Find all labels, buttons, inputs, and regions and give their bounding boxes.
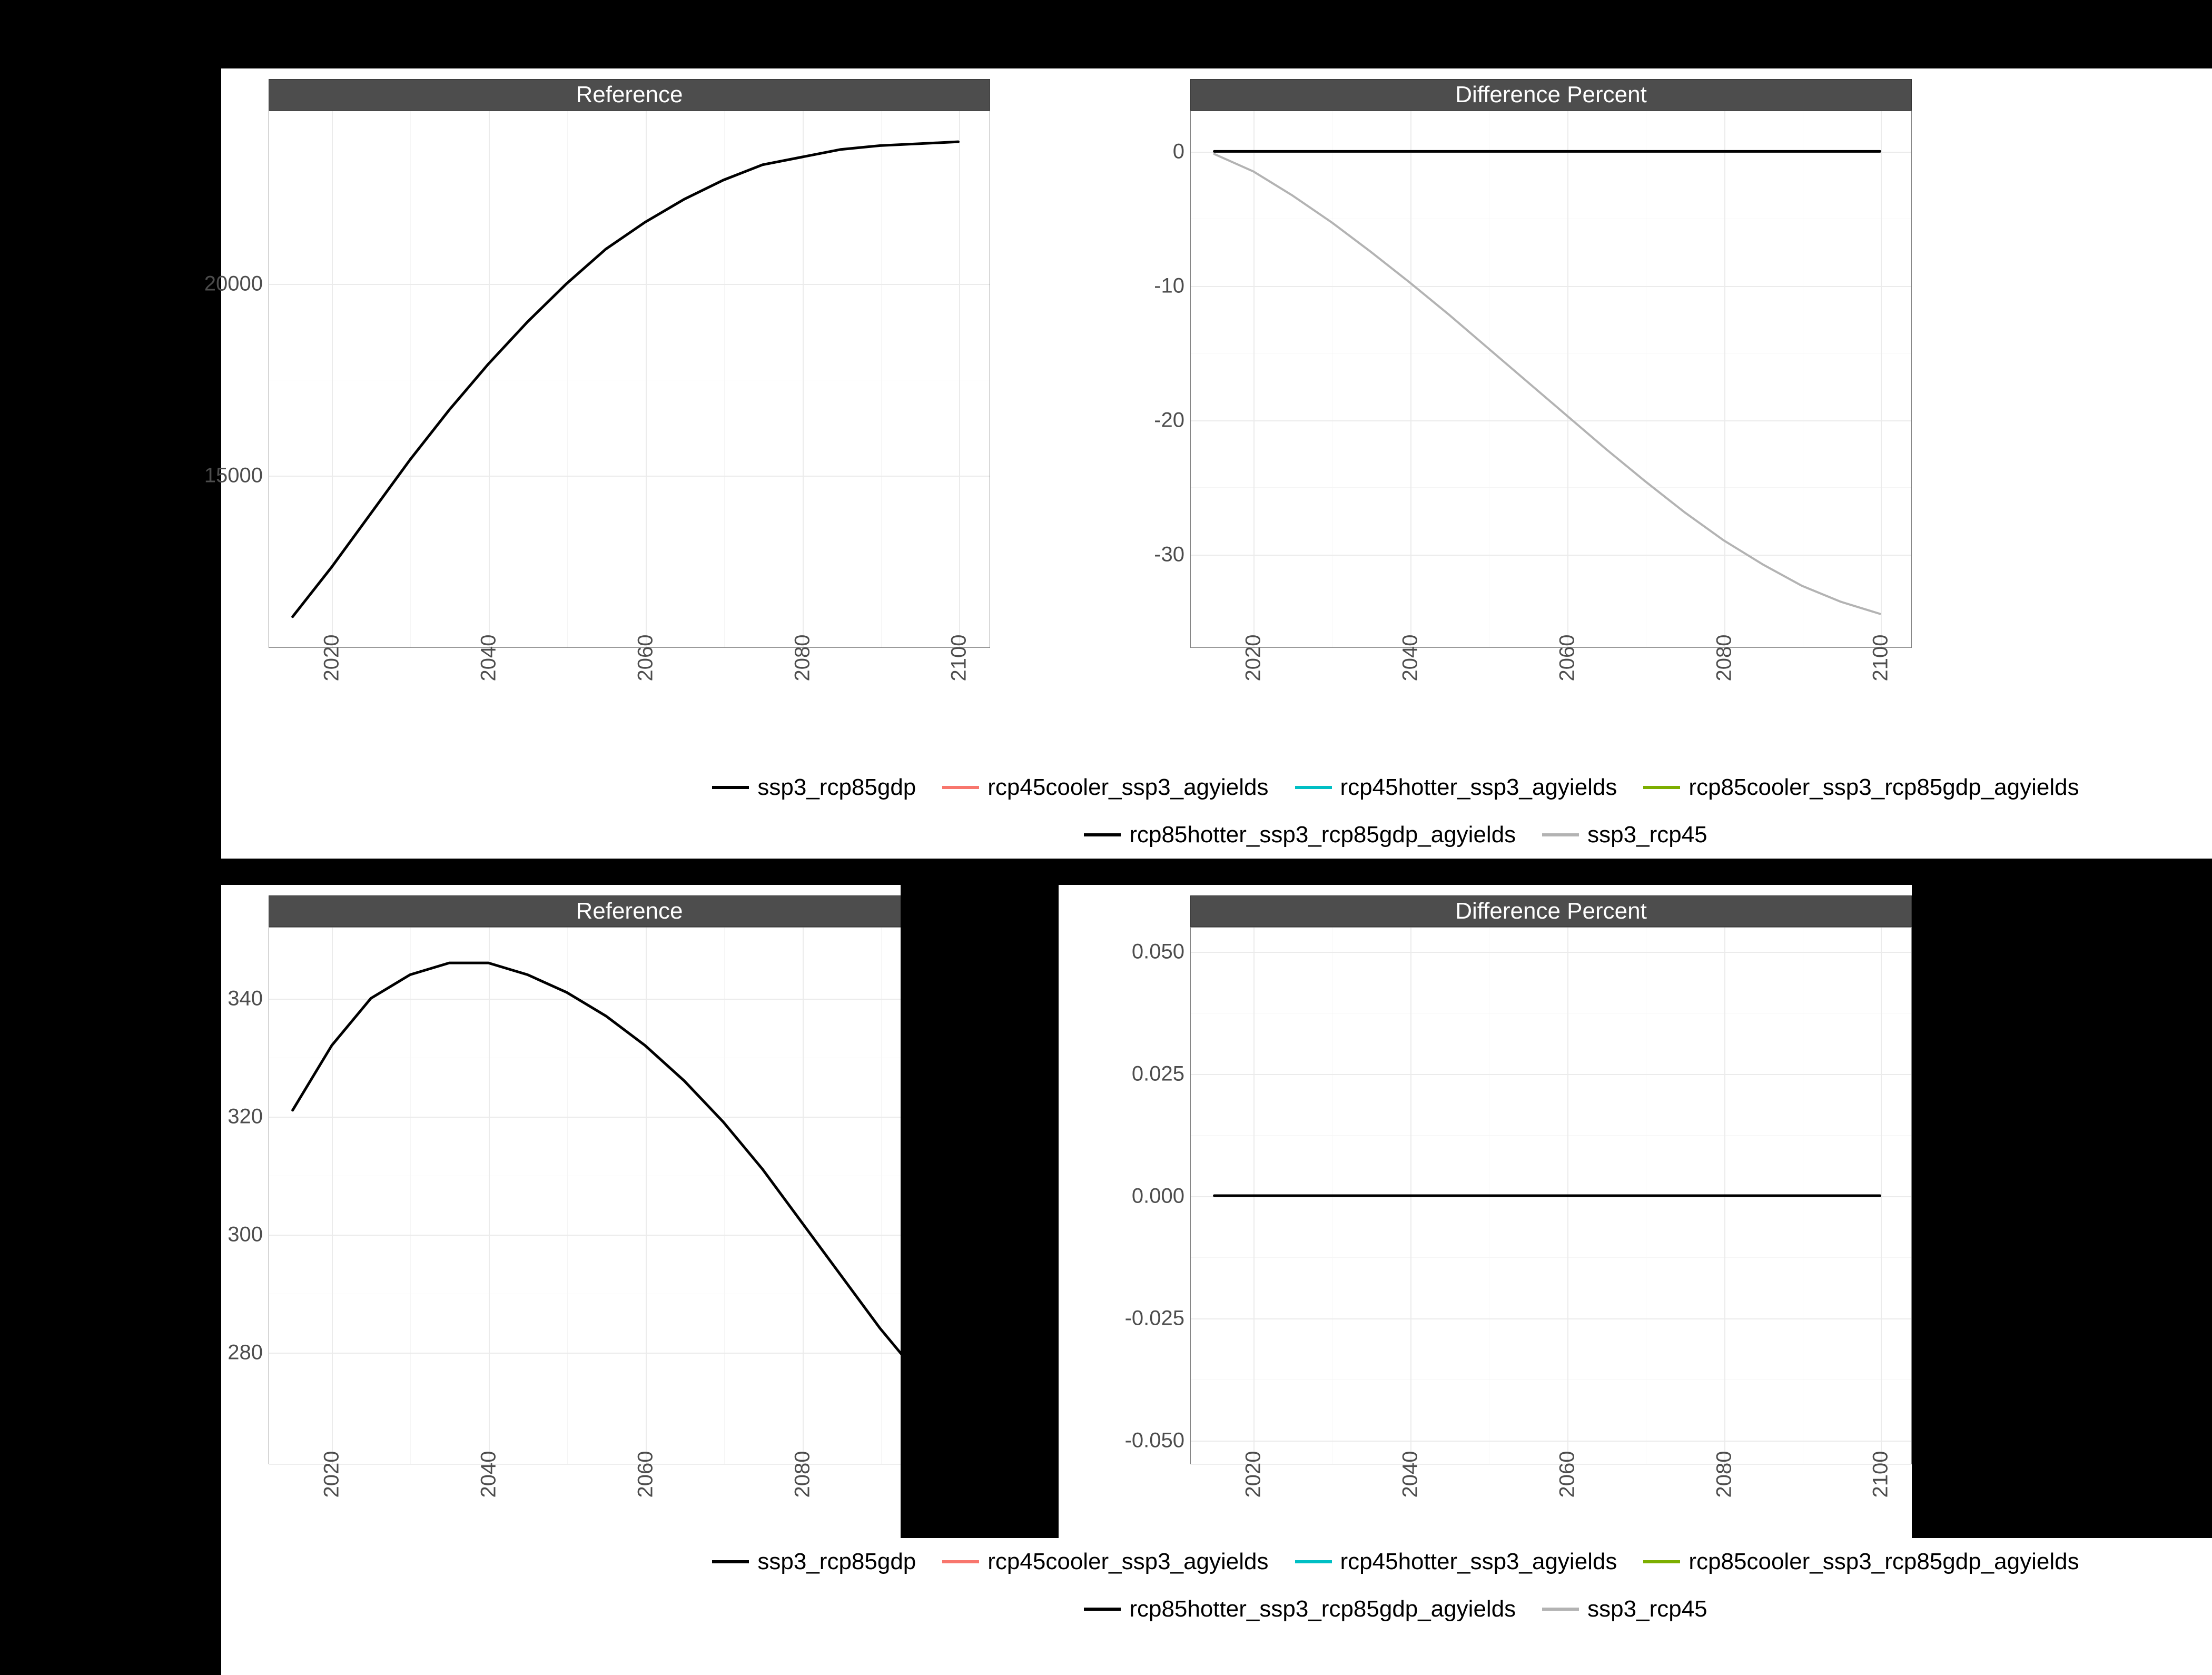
legend-swatch bbox=[712, 1560, 749, 1563]
legend-item-rcp45hotter_ssp3_agyields: rcp45hotter_ssp3_agyields bbox=[1295, 774, 1617, 801]
panel-pop-difference: Difference Percent20202040206020802100-0… bbox=[1190, 895, 1912, 1464]
legend-label: ssp3_rcp45 bbox=[1587, 822, 1707, 848]
row-label-pop: pop bbox=[132, 1161, 163, 1203]
legend-item-ssp3_rcp45: ssp3_rcp45 bbox=[1542, 822, 1707, 848]
series-ssp3_rcp45 bbox=[1214, 154, 1880, 614]
legend-label: ssp3_rcp45 bbox=[1587, 1596, 1707, 1622]
legend-label: ssp3_rcp85gdp bbox=[757, 1549, 916, 1575]
y-tick-label: -0.025 bbox=[1125, 1306, 1184, 1330]
legend-swatch bbox=[1643, 1560, 1680, 1563]
panel-gdp-reference: Reference202020402060208021001500020000 bbox=[269, 79, 990, 648]
y-tick-label: -30 bbox=[1154, 543, 1184, 566]
row-label-gdp: gdp bbox=[132, 344, 163, 387]
y-tick-label: 0 bbox=[1173, 140, 1184, 163]
legend-item-rcp85cooler_ssp3_rcp85gdp_agyields: rcp85cooler_ssp3_rcp85gdp_agyields bbox=[1643, 1549, 2079, 1575]
legend-swatch bbox=[942, 786, 979, 789]
legend-label: ssp3_rcp85gdp bbox=[757, 774, 916, 801]
legend-item-ssp3_rcp85gdp: ssp3_rcp85gdp bbox=[712, 774, 916, 801]
y-tick-label: 300 bbox=[228, 1223, 263, 1246]
y-tick-label: -20 bbox=[1154, 408, 1184, 432]
y-tick-label: 320 bbox=[228, 1105, 263, 1128]
legend-item-ssp3_rcp85gdp: ssp3_rcp85gdp bbox=[712, 1549, 916, 1575]
y-tick-label: 20000 bbox=[204, 272, 263, 295]
legend-item-rcp45cooler_ssp3_agyields: rcp45cooler_ssp3_agyields bbox=[942, 774, 1268, 801]
legend-pop: ssp3_rcp85gdprcp45cooler_ssp3_agyieldsrc… bbox=[579, 1549, 2212, 1622]
legend-swatch bbox=[1643, 786, 1680, 789]
y-tick-label: 0.025 bbox=[1132, 1062, 1184, 1086]
y-tick-label: 15000 bbox=[204, 464, 263, 488]
series-ssp3_rcp85gdp bbox=[293, 963, 959, 1428]
legend-item-rcp85hotter_ssp3_rcp85gdp_agyields: rcp85hotter_ssp3_rcp85gdp_agyields bbox=[1084, 822, 1516, 848]
legend-swatch bbox=[1295, 1560, 1332, 1563]
legend-item-rcp45hotter_ssp3_agyields: rcp45hotter_ssp3_agyields bbox=[1295, 1549, 1617, 1575]
panel-gdp-difference: Difference Percent20202040206020802100-3… bbox=[1190, 79, 1912, 648]
legend-swatch bbox=[1542, 833, 1579, 836]
legend-label: rcp45cooler_ssp3_agyields bbox=[987, 774, 1268, 801]
legend-swatch bbox=[1084, 833, 1121, 836]
plot-area: 202020402060208021001500020000 bbox=[269, 111, 990, 648]
legend-swatch bbox=[1295, 786, 1332, 789]
plot-area: 20202040206020802100-0.050-0.0250.0000.0… bbox=[1190, 927, 1912, 1464]
legend-label: rcp45hotter_ssp3_agyields bbox=[1340, 1549, 1617, 1575]
legend-label: rcp85hotter_ssp3_rcp85gdp_agyields bbox=[1129, 822, 1516, 848]
legend-swatch bbox=[712, 786, 749, 789]
legend-label: rcp85hotter_ssp3_rcp85gdp_agyields bbox=[1129, 1596, 1516, 1622]
plot-area: 20202040206020802100280300320340 bbox=[269, 927, 990, 1464]
legend-swatch bbox=[942, 1560, 979, 1563]
legend-item-rcp85cooler_ssp3_rcp85gdp_agyields: rcp85cooler_ssp3_rcp85gdp_agyields bbox=[1643, 774, 2079, 801]
legend-item-ssp3_rcp45: ssp3_rcp45 bbox=[1542, 1596, 1707, 1622]
y-tick-label: 280 bbox=[228, 1341, 263, 1365]
panel-strip: Reference bbox=[269, 79, 990, 111]
black-cover-1 bbox=[901, 880, 1059, 1538]
legend-label: rcp45hotter_ssp3_agyields bbox=[1340, 774, 1617, 801]
legend-item-rcp85hotter_ssp3_rcp85gdp_agyields: rcp85hotter_ssp3_rcp85gdp_agyields bbox=[1084, 1596, 1516, 1622]
legend-label: rcp85cooler_ssp3_rcp85gdp_agyields bbox=[1688, 1549, 2079, 1575]
legend-label: rcp45cooler_ssp3_agyields bbox=[987, 1549, 1268, 1575]
y-tick-label: -10 bbox=[1154, 274, 1184, 298]
legend-swatch bbox=[1084, 1608, 1121, 1611]
panel-strip: Difference Percent bbox=[1190, 895, 1912, 927]
series-ssp3_rcp85gdp bbox=[293, 142, 959, 617]
panel-strip: Difference Percent bbox=[1190, 79, 1912, 111]
legend-swatch bbox=[1542, 1608, 1579, 1611]
panel-strip: Reference bbox=[269, 895, 990, 927]
panel-pop-reference: Reference2020204020602080210028030032034… bbox=[269, 895, 990, 1464]
y-tick-label: 0.050 bbox=[1132, 940, 1184, 964]
y-tick-label: 340 bbox=[228, 987, 263, 1010]
legend-item-rcp45cooler_ssp3_agyields: rcp45cooler_ssp3_agyields bbox=[942, 1549, 1268, 1575]
y-tick-label: 0.000 bbox=[1132, 1185, 1184, 1208]
legend-gdp: ssp3_rcp85gdprcp45cooler_ssp3_agyieldsrc… bbox=[579, 774, 2212, 848]
plot-area: 20202040206020802100-30-20-100 bbox=[1190, 111, 1912, 648]
legend-label: rcp85cooler_ssp3_rcp85gdp_agyields bbox=[1688, 774, 2079, 801]
y-tick-label: -0.050 bbox=[1125, 1428, 1184, 1452]
black-cover-2 bbox=[1912, 880, 2212, 1538]
